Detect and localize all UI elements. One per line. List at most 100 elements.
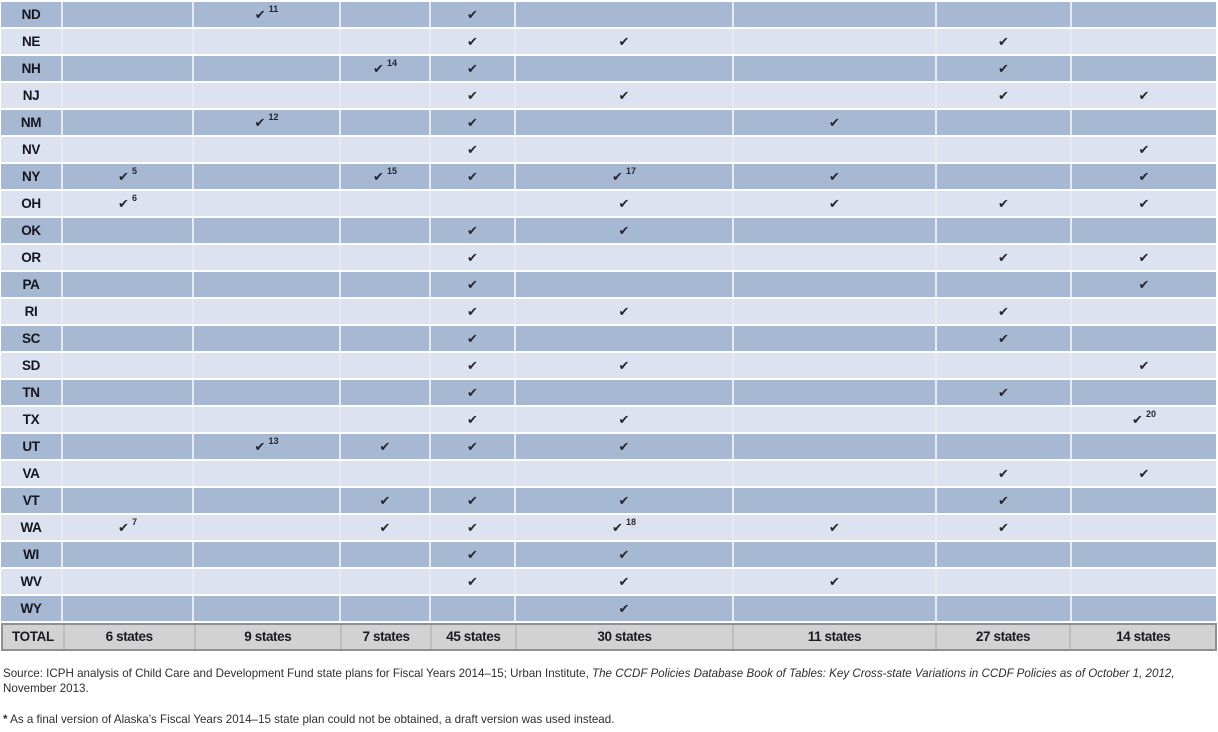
check-icon: ✔ xyxy=(612,520,623,535)
cell-oh-c1: ✔ 6 xyxy=(63,191,194,216)
state-label-sd: SD xyxy=(1,353,63,378)
check-icon: ✔ xyxy=(998,520,1009,535)
check-icon: ✔ xyxy=(118,520,129,535)
check-icon: ✔ xyxy=(998,331,1009,346)
cell-nm-c3 xyxy=(341,110,431,135)
cell-va-c5 xyxy=(516,461,734,486)
check-icon: ✔ xyxy=(618,601,630,616)
cell-nd-c3 xyxy=(341,2,431,27)
table-row-sd: SD ✔ ✔ ✔ xyxy=(1,353,1217,380)
cell-vt-c7: ✔ xyxy=(937,488,1072,513)
cell-ok-c4: ✔ xyxy=(431,218,516,243)
check-icon: ✔ xyxy=(829,169,840,184)
cell-wi-c4: ✔ xyxy=(431,542,516,567)
state-label-pa: PA xyxy=(1,272,63,297)
state-label-wy: WY xyxy=(1,596,63,621)
check-icon: ✔ xyxy=(467,88,478,103)
check-icon: ✔ xyxy=(467,61,478,76)
cell-ri-c4: ✔ xyxy=(431,299,516,324)
cell-vt-c4: ✔ xyxy=(431,488,516,513)
cell-va-c7: ✔ xyxy=(937,461,1072,486)
table-row-tx: TX ✔ ✔ ✔ 20 xyxy=(1,407,1217,434)
total-col2: 9 states xyxy=(195,625,343,649)
cell-pa-c6 xyxy=(734,272,937,297)
cell-nv-c5 xyxy=(516,137,734,162)
check-icon: ✔ xyxy=(379,520,391,535)
cell-wy-c8 xyxy=(1072,596,1216,621)
footnote-ref-6: 6 xyxy=(131,193,137,203)
cell-or-c8: ✔ xyxy=(1072,245,1216,270)
cell-sc-c2 xyxy=(194,326,341,351)
cell-nh-c7: ✔ xyxy=(937,56,1072,81)
cell-ny-c7 xyxy=(937,164,1072,189)
cell-sd-c8: ✔ xyxy=(1072,353,1216,378)
table-row-nv: NV ✔ ✔ xyxy=(1,137,1217,164)
state-label-wa: WA xyxy=(1,515,63,540)
cell-nv-c2 xyxy=(194,137,341,162)
cell-ri-c2 xyxy=(194,299,341,324)
state-label-oh: OH xyxy=(1,191,63,216)
cell-va-c6 xyxy=(734,461,937,486)
check-icon: ✔ xyxy=(118,196,129,211)
footnote-ref-18: 18 xyxy=(625,517,636,527)
source-citation-title: The CCDF Policies Database Book of Table… xyxy=(592,667,1175,680)
cell-ne-c2 xyxy=(194,29,341,54)
footnote-ref-12: 12 xyxy=(268,112,279,122)
check-icon: ✔ xyxy=(467,520,478,535)
cell-ut-c5: ✔ xyxy=(516,434,734,459)
cell-sd-c6 xyxy=(734,353,937,378)
total-col8: 14 states xyxy=(1071,625,1215,649)
cell-sc-c1 xyxy=(63,326,194,351)
check-icon: ✔ xyxy=(612,169,623,184)
check-icon: ✔ xyxy=(1138,250,1150,265)
cell-ri-c1 xyxy=(63,299,194,324)
cell-wa-c6: ✔ xyxy=(734,515,937,540)
cell-oh-c5: ✔ xyxy=(516,191,734,216)
cell-or-c3 xyxy=(341,245,431,270)
check-icon: ✔ xyxy=(618,574,630,589)
cell-va-c8: ✔ xyxy=(1072,461,1216,486)
check-icon: ✔ xyxy=(254,7,266,22)
cell-ok-c2 xyxy=(194,218,341,243)
total-col3: 7 states xyxy=(342,625,432,649)
check-icon: ✔ xyxy=(467,169,478,184)
state-label-nv: NV xyxy=(1,137,63,162)
cell-ut-c7 xyxy=(937,434,1072,459)
state-label-ok: OK xyxy=(1,218,63,243)
cell-nj-c3 xyxy=(341,83,431,108)
state-label-tn: TN xyxy=(1,380,63,405)
cell-nd-c6 xyxy=(734,2,937,27)
cell-ri-c7: ✔ xyxy=(937,299,1072,324)
state-label-ut: UT xyxy=(1,434,63,459)
footnote-ref-5: 5 xyxy=(131,166,137,176)
table-footer: Source: ICPH analysis of Child Care and … xyxy=(3,666,1203,726)
check-icon: ✔ xyxy=(1138,277,1150,292)
check-icon: ✔ xyxy=(998,493,1009,508)
cell-vt-c3: ✔ xyxy=(341,488,431,513)
check-icon: ✔ xyxy=(998,385,1009,400)
state-label-tx: TX xyxy=(1,407,63,432)
check-icon: ✔ xyxy=(254,115,266,130)
total-row: TOTAL 6 states 9 states 7 states 45 states 30… xyxy=(1,623,1217,651)
cell-nd-c1 xyxy=(63,2,194,27)
table-row-wy: WY ✔ xyxy=(1,596,1217,623)
footnote-ref-14: 14 xyxy=(386,58,397,68)
cell-sd-c5: ✔ xyxy=(516,353,734,378)
check-icon: ✔ xyxy=(1138,142,1150,157)
cell-tn-c2 xyxy=(194,380,341,405)
cell-nh-c4: ✔ xyxy=(431,56,516,81)
cell-ri-c6 xyxy=(734,299,937,324)
cell-nd-c5 xyxy=(516,2,734,27)
cell-oh-c8: ✔ xyxy=(1072,191,1216,216)
cell-tn-c3 xyxy=(341,380,431,405)
state-label-wv: WV xyxy=(1,569,63,594)
cell-wa-c3: ✔ xyxy=(341,515,431,540)
table-row-oh: OH ✔ 6 ✔ ✔ ✔ ✔ xyxy=(1,191,1217,218)
cell-wy-c4 xyxy=(431,596,516,621)
cell-wi-c8 xyxy=(1072,542,1216,567)
cell-nj-c6 xyxy=(734,83,937,108)
cell-ri-c5: ✔ xyxy=(516,299,734,324)
cell-or-c2 xyxy=(194,245,341,270)
check-icon: ✔ xyxy=(467,574,478,589)
